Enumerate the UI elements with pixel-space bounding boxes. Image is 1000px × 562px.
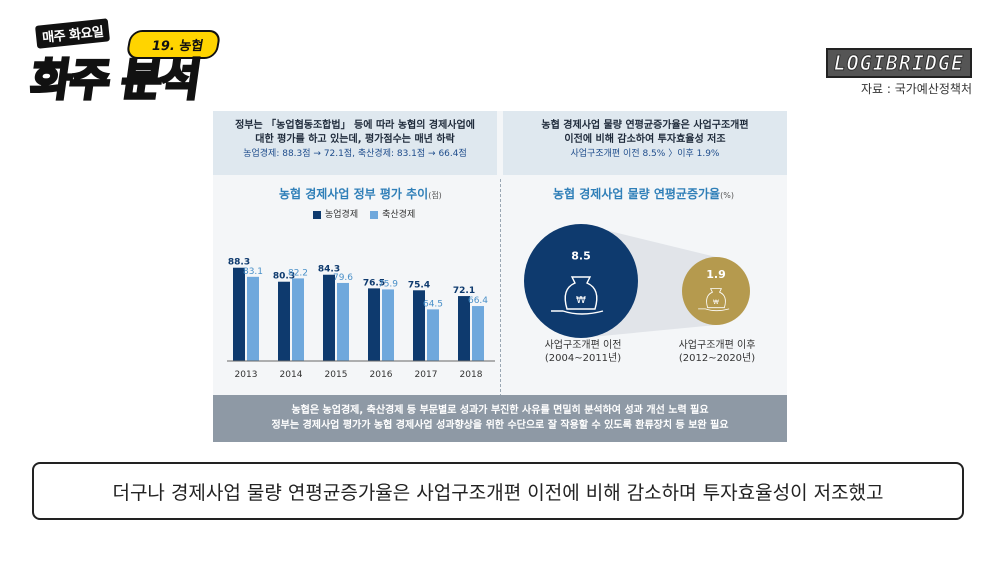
bubble-value-before: 8.5	[571, 249, 591, 262]
conclusion-line1: 농협은 농업경제, 축산경제 등 부문별로 성과가 부진한 사유를 면밀히 분석…	[291, 405, 709, 416]
x-tick-2014: 2014	[280, 370, 303, 380]
hand-icon-before	[551, 310, 604, 315]
bar-value-livestock-2014: 82.2	[288, 268, 308, 278]
bar-livestock-2018	[472, 306, 484, 361]
legend-swatch-livestock	[370, 210, 379, 219]
bar-chart-legend: 농업경제 축산경제	[313, 207, 415, 220]
bar-value-farm-2015: 84.3	[318, 265, 340, 275]
summary-left-line2: 대한 평가를 하고 있는데, 평가점수는 매년 하락	[255, 134, 455, 145]
summary-left-line3: 농업경제: 88.3점 → 72.1점, 축산경제: 83.1점 → 66.4점	[243, 149, 467, 159]
x-tick-2017: 2017	[415, 370, 438, 380]
bar-value-farm-2018: 72.1	[453, 286, 475, 296]
summary-left: 정부는 「농업협동조합법」 등에 따라 농협의 경제사업에 대한 평가를 하고 …	[213, 111, 497, 175]
bar-chart-unit: (점)	[428, 191, 442, 200]
bar-livestock-2015	[337, 282, 349, 361]
conclusion-line2: 정부는 경제사업 평가가 농협 경제사업 성과향상을 위한 수단으로 잘 작용할…	[271, 420, 729, 431]
legend-swatch-farm	[313, 210, 321, 219]
bubble-before	[524, 224, 638, 338]
bubble-label-after-period: (2012~2020년)	[678, 353, 756, 364]
bar-value-livestock-2013: 83.1	[243, 267, 263, 277]
x-tick-2013: 2013	[235, 370, 258, 380]
bar-farm-2018	[458, 296, 470, 361]
won-sign-icon-after: ₩	[713, 299, 719, 306]
infographic: 정부는 「농업협동조합법」 등에 따라 농협의 경제사업에 대한 평가를 하고 …	[213, 111, 787, 442]
bar-value-livestock-2015: 79.6	[333, 273, 353, 283]
bubble-label-after: 사업구조개편 이후 (2012~2020년)	[647, 339, 787, 365]
bubble-value-after: 1.9	[706, 268, 726, 281]
legend-item-farm: 농업경제	[313, 207, 358, 220]
bar-farm-2014	[278, 281, 290, 361]
bar-farm-2013	[233, 267, 245, 361]
bar-chart-title-text: 농협 경제사업 정부 평가 추이	[279, 187, 429, 201]
bubble-label-before-period: (2004~2011년)	[544, 353, 622, 364]
bar-livestock-2014	[292, 278, 304, 361]
bubble-label-before-name: 사업구조개편 이전	[544, 340, 622, 351]
bar-value-farm-2017: 75.4	[408, 280, 430, 290]
won-sign-icon-before: ₩	[576, 295, 586, 306]
bar-livestock-2016	[382, 289, 394, 361]
bubble-chart-title-text: 농협 경제사업 물량 연평균증가율	[553, 187, 721, 201]
x-tick-2016: 2016	[370, 370, 393, 380]
legend-item-livestock: 축산경제	[370, 207, 415, 220]
brand-logo: LOGIBRIDGE	[825, 48, 972, 78]
bar-value-livestock-2016: 75.9	[378, 279, 398, 289]
bar-value-livestock-2017: 64.5	[423, 299, 443, 309]
section-divider	[500, 179, 501, 397]
money-bag-icon-before	[564, 276, 598, 310]
show-logo: 매주 화요일 19. 농협 화주 분석	[26, 18, 228, 108]
charts-canvas: 88.383.1 2013 80.382.2 2014 84.379.6 2015 76.5…	[227, 224, 750, 380]
bar-value-livestock-2018: 66.4	[468, 296, 488, 306]
summary-right-line3: 사업구조개편 이전 8.5% 〉이후 1.9%	[570, 149, 720, 159]
summary-right-line1: 농협 경제사업 물량 연평균증가율은 사업구조개편	[541, 120, 749, 131]
logo-main: 화주 분석	[26, 44, 204, 108]
legend-label-livestock: 축산경제	[382, 210, 416, 220]
caption-subtitle: 더구나 경제사업 물량 연평균증가율은 사업구조개편 이전에 비해 감소하며 투…	[32, 462, 964, 520]
x-tick-2015: 2015	[325, 370, 348, 380]
conclusion-box: 농협은 농업경제, 축산경제 등 부문별로 성과가 부진한 사유를 면밀히 분석…	[213, 395, 787, 442]
bar-farm-2015	[323, 274, 335, 361]
bubble-label-after-name: 사업구조개편 이후	[678, 340, 756, 351]
summary-right: 농협 경제사업 물량 연평균증가율은 사업구조개편 이전에 비해 감소하여 투자…	[503, 111, 787, 175]
bubble-after	[682, 257, 750, 325]
bar-farm-2016	[368, 288, 380, 361]
bubble-label-before: 사업구조개편 이전 (2004~2011년)	[513, 339, 653, 365]
hand-icon-after	[698, 308, 730, 312]
legend-label-farm: 농업경제	[325, 210, 359, 220]
bar-livestock-2017	[427, 309, 439, 361]
bar-value-farm-2014: 80.3	[273, 272, 295, 282]
bubble-chart-title: 농협 경제사업 물량 연평균증가율(%)	[553, 185, 734, 202]
bar-livestock-2013	[247, 276, 259, 361]
summary-right-line2: 이전에 비해 감소하여 투자효율성 저조	[564, 134, 726, 145]
summary-left-line1: 정부는 「농업협동조합법」 등에 따라 농협의 경제사업에	[235, 120, 475, 131]
bar-value-farm-2016: 76.5	[363, 278, 385, 288]
source-text: 자료 : 국가예산정책처	[860, 82, 972, 96]
x-tick-2018: 2018	[460, 370, 483, 380]
bubble-chart-unit: (%)	[720, 191, 734, 200]
bar-farm-2017	[413, 290, 425, 361]
bar-chart-title: 농협 경제사업 정부 평가 추이(점)	[279, 185, 442, 202]
money-bag-icon-after	[706, 288, 726, 309]
bar-value-farm-2013: 88.3	[228, 258, 250, 268]
logo-main-rest: 주 분석	[65, 54, 204, 108]
